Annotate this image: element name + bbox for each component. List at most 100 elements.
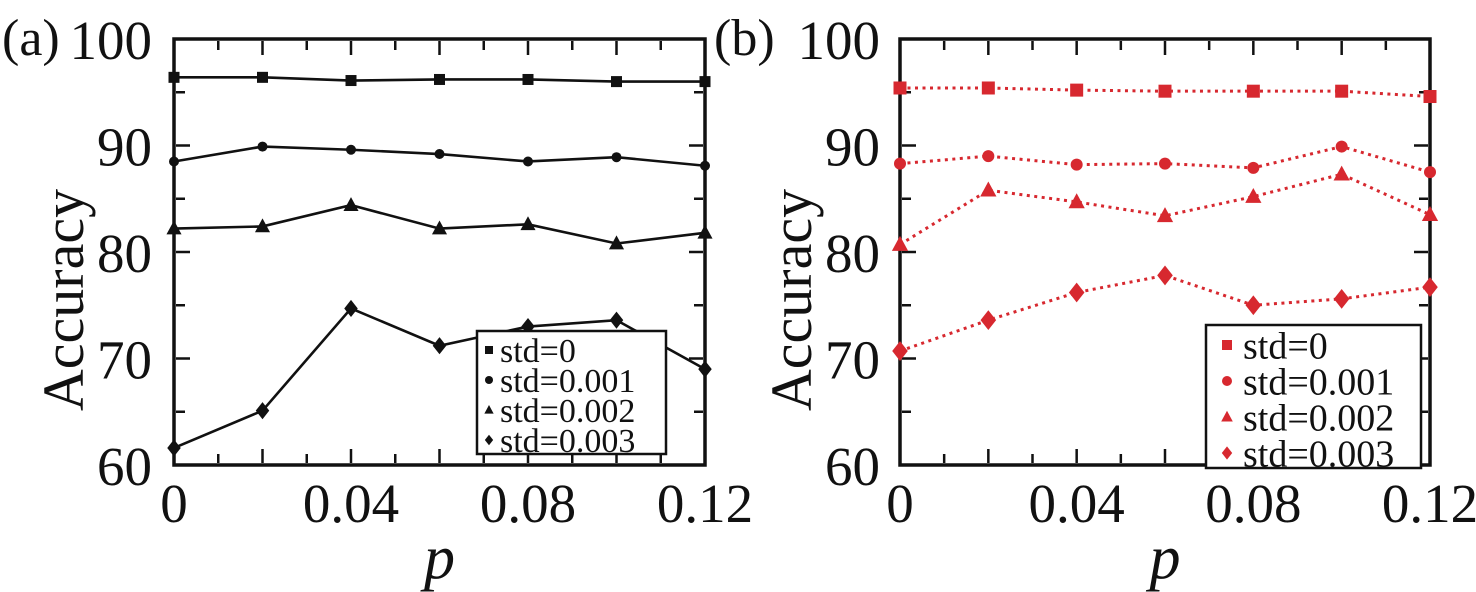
data-point-marker bbox=[1335, 84, 1349, 98]
y-tick-label: 60 bbox=[825, 436, 880, 497]
y-tick-label: 70 bbox=[825, 329, 880, 390]
data-point-marker bbox=[980, 310, 997, 331]
legend-label: std=0.003 bbox=[500, 423, 635, 460]
x-axis-title: p bbox=[1146, 524, 1181, 592]
legend-marker-circle bbox=[1222, 376, 1232, 386]
data-point-marker bbox=[523, 156, 533, 167]
data-point-marker bbox=[257, 71, 268, 83]
data-point-marker bbox=[611, 76, 622, 88]
data-point-marker bbox=[167, 439, 181, 457]
x-tick-label: 0.04 bbox=[1029, 473, 1125, 534]
legend-marker-diamond bbox=[1221, 446, 1233, 460]
data-point-marker bbox=[1156, 207, 1174, 223]
data-point-marker bbox=[1157, 265, 1173, 286]
legend-marker-square bbox=[1222, 340, 1232, 350]
data-point-marker bbox=[520, 216, 536, 231]
y-tick-label: 70 bbox=[97, 329, 152, 390]
legend-marker-triangle bbox=[1221, 410, 1233, 422]
y-tick-label: 80 bbox=[825, 223, 880, 284]
data-point-marker bbox=[432, 337, 447, 355]
data-point-marker bbox=[894, 157, 906, 170]
data-point-marker bbox=[1423, 90, 1437, 104]
data-point-marker bbox=[434, 73, 445, 85]
data-point-marker bbox=[169, 156, 179, 167]
data-point-marker bbox=[1247, 161, 1260, 174]
legend-label: std=0.001 bbox=[500, 363, 635, 400]
x-tick-label: 0.08 bbox=[1205, 473, 1301, 534]
y-tick-label: 60 bbox=[97, 436, 152, 497]
data-point-marker bbox=[699, 76, 711, 88]
data-point-marker bbox=[1424, 166, 1436, 179]
data-point-marker bbox=[981, 81, 995, 95]
data-point-marker bbox=[893, 81, 907, 95]
data-point-marker bbox=[1333, 288, 1350, 309]
data-point-marker bbox=[254, 218, 271, 233]
data-point-marker bbox=[257, 141, 268, 152]
legend-marker-diamond bbox=[484, 434, 494, 446]
data-point-marker bbox=[1422, 277, 1438, 298]
data-point-marker bbox=[892, 341, 908, 361]
x-tick-label: 0.12 bbox=[1382, 473, 1476, 534]
data-point-marker bbox=[1246, 84, 1260, 98]
data-point-marker bbox=[1333, 165, 1350, 181]
legend-marker-square bbox=[485, 346, 493, 354]
y-tick-label: 80 bbox=[97, 223, 152, 284]
legend-box bbox=[1204, 323, 1423, 470]
data-point-marker bbox=[1158, 84, 1172, 98]
data-point-marker bbox=[255, 402, 270, 420]
data-point-marker bbox=[700, 160, 710, 171]
data-point-marker bbox=[346, 144, 356, 155]
data-point-marker bbox=[1245, 187, 1262, 203]
data-point-marker bbox=[344, 299, 358, 318]
data-point-marker bbox=[168, 71, 180, 83]
y-axis-title: Accuracy bbox=[31, 189, 96, 411]
x-tick-label: 0.12 bbox=[657, 473, 753, 534]
x-axis-title: p bbox=[420, 524, 455, 592]
y-axis-title: Accuracy bbox=[759, 189, 824, 411]
legend-marker-triangle bbox=[484, 405, 494, 414]
data-point-marker bbox=[522, 73, 534, 85]
legend-label: std=0 bbox=[1243, 326, 1328, 368]
data-point-marker bbox=[1159, 157, 1171, 170]
data-point-marker bbox=[1068, 282, 1085, 303]
data-point-marker bbox=[698, 360, 712, 378]
legend-marker-circle bbox=[485, 376, 493, 384]
legend-box bbox=[475, 329, 668, 456]
legend-label: std=0.003 bbox=[1243, 434, 1394, 476]
x-tick-label: 0.04 bbox=[303, 473, 399, 534]
data-point-marker bbox=[609, 311, 624, 329]
data-point-marker bbox=[1245, 295, 1262, 316]
x-tick-label: 0 bbox=[886, 473, 914, 534]
panel-label: (b) bbox=[714, 10, 775, 67]
legend-label: std=0.002 bbox=[500, 393, 635, 430]
data-point-marker bbox=[1335, 140, 1348, 153]
data-point-marker bbox=[1070, 158, 1083, 171]
y-tick-label: 100 bbox=[798, 10, 881, 71]
data-point-marker bbox=[980, 181, 997, 197]
data-point-marker bbox=[166, 220, 182, 235]
data-point-marker bbox=[434, 149, 445, 160]
data-point-marker bbox=[431, 220, 448, 235]
data-point-marker bbox=[1068, 193, 1085, 209]
data-point-marker bbox=[1421, 206, 1439, 222]
legend-label: std=0.002 bbox=[1243, 398, 1394, 440]
panel-label: (a) bbox=[2, 10, 60, 67]
data-point-marker bbox=[611, 152, 622, 163]
data-point-marker bbox=[1070, 83, 1084, 97]
data-point-marker bbox=[343, 197, 359, 211]
y-tick-label: 100 bbox=[70, 10, 153, 71]
x-tick-label: 0 bbox=[160, 473, 188, 534]
data-point-marker bbox=[697, 224, 713, 239]
y-tick-label: 90 bbox=[97, 116, 152, 177]
legend-label: std=0.001 bbox=[1243, 362, 1394, 404]
data-point-marker bbox=[891, 235, 909, 251]
x-tick-label: 0.08 bbox=[480, 473, 576, 534]
data-point-marker bbox=[608, 235, 625, 250]
data-point-marker bbox=[982, 150, 995, 163]
y-tick-label: 90 bbox=[825, 116, 880, 177]
data-point-marker bbox=[345, 75, 357, 87]
